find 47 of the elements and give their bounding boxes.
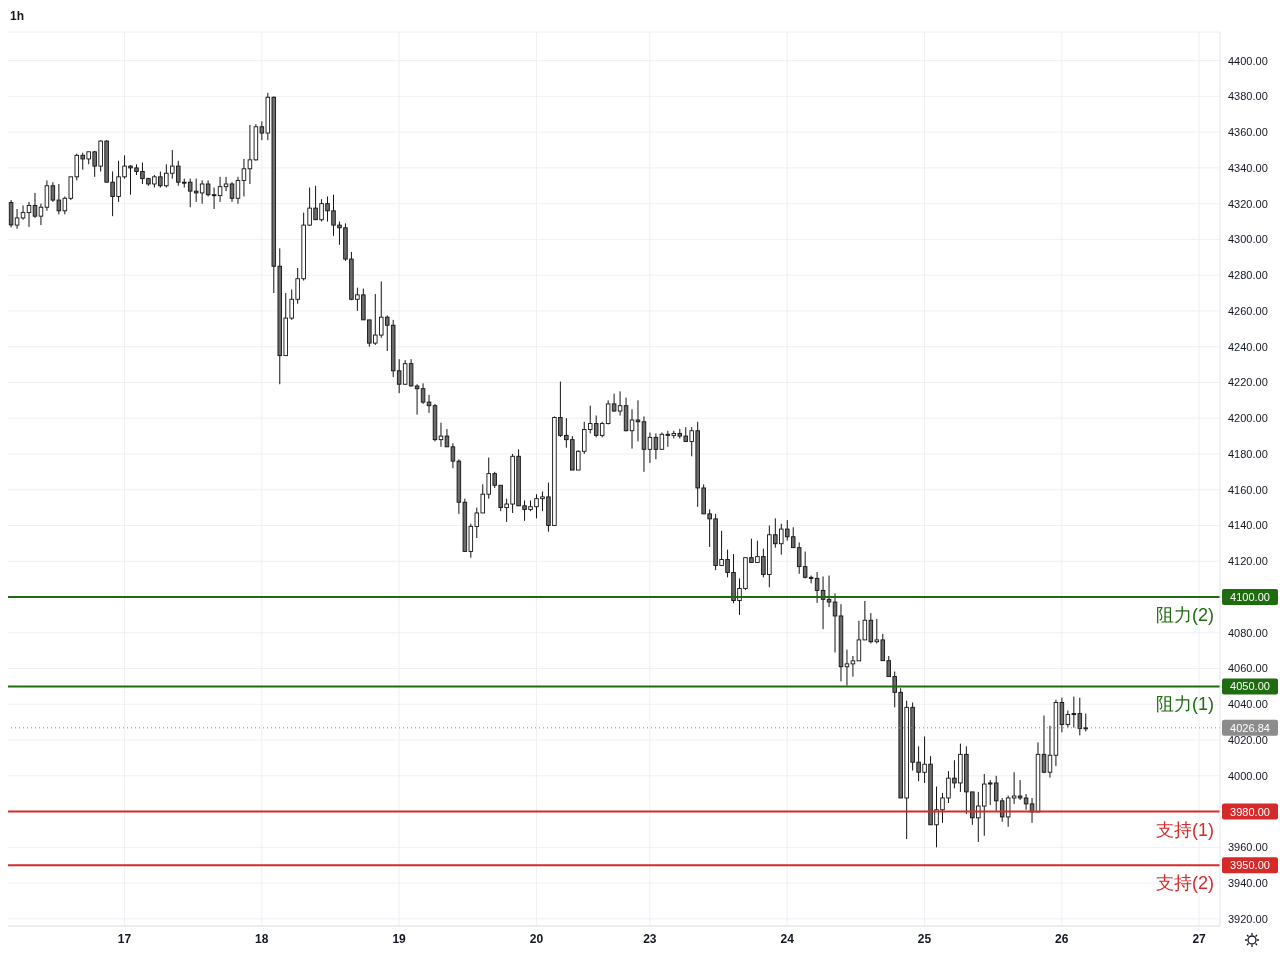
candlestick xyxy=(26,201,32,228)
ref-line-label: 3980.00 xyxy=(1230,805,1270,818)
y-tick-label: 4060.00 xyxy=(1228,662,1268,675)
annotation: 支持(2) xyxy=(1156,873,1214,894)
y-tick-label: 4240.00 xyxy=(1228,340,1268,353)
x-tick-label: 24 xyxy=(780,931,795,946)
y-tick-label: 4400.00 xyxy=(1228,54,1268,67)
x-tick-label: 26 xyxy=(1055,931,1069,946)
ref-line-label: 4026.84 xyxy=(1230,721,1270,734)
y-tick-label: 3960.00 xyxy=(1228,841,1268,854)
y-tick-label: 4280.00 xyxy=(1228,269,1268,282)
y-tick-label: 4380.00 xyxy=(1228,90,1268,103)
annotation: 阻力(2) xyxy=(1156,605,1214,626)
candlestick xyxy=(229,181,235,203)
ref-line-label: 4100.00 xyxy=(1230,591,1270,604)
chart-title: 1h xyxy=(10,9,25,23)
candlestick xyxy=(635,399,641,442)
x-tick-label: 17 xyxy=(117,931,132,946)
y-tick-label: 4340.00 xyxy=(1228,161,1268,174)
x-tick-label: 20 xyxy=(529,931,544,946)
y-tick-label: 4300.00 xyxy=(1228,233,1268,246)
y-tick-label: 3940.00 xyxy=(1228,876,1268,889)
x-tick-label: 27 xyxy=(1192,931,1207,946)
x-tick-label: 19 xyxy=(392,931,407,946)
y-tick-label: 4160.00 xyxy=(1228,483,1268,496)
annotation: 阻力(1) xyxy=(1156,694,1214,715)
candlestick xyxy=(1041,715,1047,774)
y-tick-label: 4200.00 xyxy=(1228,412,1268,425)
x-tick-label: 25 xyxy=(917,931,932,946)
y-tick-label: 4360.00 xyxy=(1228,126,1268,139)
y-tick-label: 4040.00 xyxy=(1228,698,1268,711)
y-tick-label: 4220.00 xyxy=(1228,376,1268,389)
x-tick-label: 23 xyxy=(643,931,657,946)
y-tick-label: 3920.00 xyxy=(1228,912,1268,925)
y-tick-label: 4120.00 xyxy=(1228,555,1268,568)
y-tick-label: 4140.00 xyxy=(1228,519,1268,532)
ref-line-label: 3950.00 xyxy=(1230,859,1270,872)
annotation: 支持(1) xyxy=(1156,819,1214,840)
y-tick-label: 4320.00 xyxy=(1228,197,1268,210)
x-tick-label: 18 xyxy=(255,931,269,946)
y-tick-label: 4080.00 xyxy=(1228,626,1268,639)
y-tick-label: 4020.00 xyxy=(1228,733,1268,746)
candlestick xyxy=(832,592,838,653)
y-tick-label: 4260.00 xyxy=(1228,304,1268,317)
y-tick-label: 4000.00 xyxy=(1228,769,1268,782)
y-tick-label: 4180.00 xyxy=(1228,447,1268,460)
ref-line-label: 4050.00 xyxy=(1230,680,1270,693)
